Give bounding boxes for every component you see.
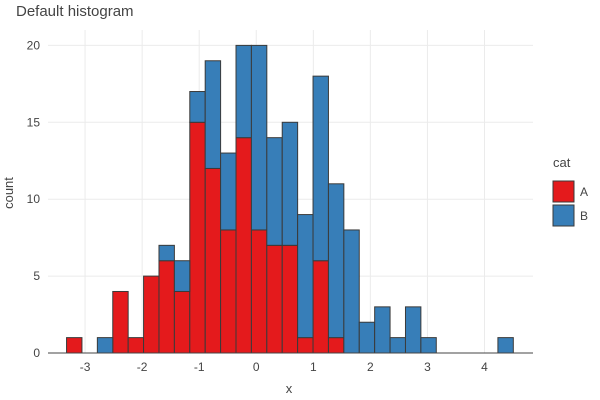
bar-B [497,337,514,354]
x-tick-label: 3 [424,360,431,374]
x-tick-label: 4 [481,360,488,374]
y-tick-label: 0 [33,346,40,360]
bar-B [204,60,222,169]
bar-B [327,183,345,339]
legend-label-A: A [580,185,588,199]
x-tick-label: -3 [80,360,91,374]
bar-B [189,91,206,123]
legend: cat AB [552,155,588,227]
x-tick-label: -1 [194,360,205,374]
bar-B [220,152,237,231]
x-tick-label: 2 [367,360,374,374]
bar-A [312,260,329,354]
bar-B [266,137,283,246]
bar-B [404,306,422,354]
grid-lines [48,30,533,354]
x-tick-label: 0 [253,360,260,374]
legend-title: cat [553,155,571,170]
x-tick-label: -2 [137,360,148,374]
legend-swatch-A [552,180,575,203]
bar-B [374,306,391,354]
bar-A [204,167,222,354]
x-axis-label: x [286,381,293,396]
bars [66,44,514,354]
y-axis-label: count [1,177,16,209]
bar-A [127,337,145,354]
bar-B [297,214,314,339]
bar-B [312,75,329,262]
bar-A [235,137,252,354]
bar-A [66,337,83,354]
bar-A [189,121,206,354]
chart-title: Default histogram [16,3,134,20]
bar-B [235,44,252,139]
bar-B [250,44,268,231]
bar-A [220,229,237,354]
bar-A [112,290,129,354]
bar-A [158,260,175,354]
bar-A [281,244,299,354]
bar-A [173,290,191,354]
bar-B [173,260,191,292]
bar-B [343,229,360,354]
legend-label-B: B [580,209,588,223]
y-tick-label: 15 [27,115,41,129]
bar-B [281,121,299,246]
legend-swatch-B [552,204,575,227]
bar-B [96,337,114,354]
y-tick-label: 5 [33,269,40,283]
bar-A [327,337,345,354]
bar-B [358,321,376,354]
bar-A [266,244,283,354]
y-tick-label: 20 [27,38,41,52]
axes: 0 5 10 15 20 -3 -2 -1 0 1 2 3 4 [27,38,533,374]
bar-B [389,337,406,354]
y-tick-label: 10 [27,192,41,206]
bar-A [143,275,160,354]
x-tick-label: 1 [310,360,317,374]
bar-A [250,229,268,354]
bar-B [158,244,175,262]
bar-B [420,337,437,354]
bar-A [297,337,314,354]
